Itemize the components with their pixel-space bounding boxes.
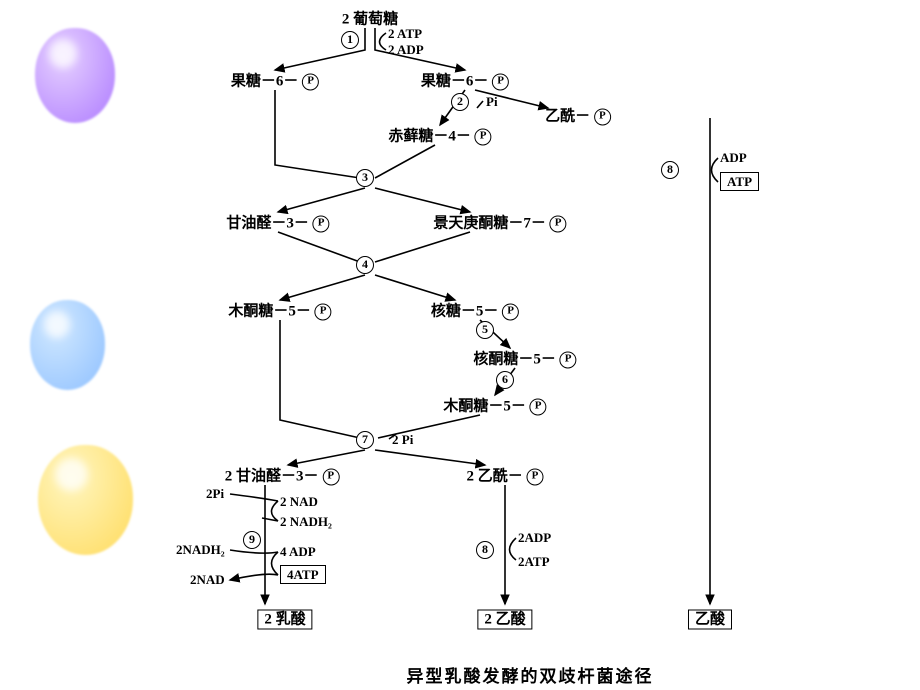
node-ga3p_left: 甘油醛－3－ P (226, 211, 329, 232)
step-4: 4 (356, 256, 374, 274)
node-xylulose_r: 木酮糖－5－ P (443, 394, 546, 415)
node-lactate_box: 2 乳酸 (257, 608, 312, 629)
step-6: 6 (496, 371, 514, 389)
label-nadh2: 2 NADH₂ (280, 514, 332, 530)
node-ribulose: 核酮糖－5－ P (473, 347, 576, 368)
label-nad2b: 2NAD (190, 572, 225, 588)
label-atp2_in: 2 ATP (388, 26, 422, 42)
label-atp4: 4ATP (280, 567, 326, 583)
label-atp2b: 2ATP (518, 554, 550, 570)
decorative-balloon (30, 300, 105, 390)
node-ga3p_bot: 2 甘油醛－3－ P (225, 464, 340, 485)
node-xylulose_l: 木酮糖－5－ P (228, 299, 331, 320)
step-7: 7 (356, 431, 374, 449)
label-pi2b: 2Pi (206, 486, 224, 502)
label-adp4: 4 ADP (280, 544, 316, 560)
step-5: 5 (476, 321, 494, 339)
step-8: 8 (661, 161, 679, 179)
diagram-caption: 异型乳酸发酵的双歧杆菌途径 (407, 662, 654, 687)
label-pi_top: Pi (486, 94, 498, 110)
node-acetate_box: 乙酸 (688, 608, 732, 629)
node-acetate2_box: 2 乙酸 (477, 608, 532, 629)
node-erythrose: 赤藓糖－4－ P (388, 124, 491, 145)
node-f6p_left: 果糖－6－ P (231, 69, 319, 90)
step-8: 8 (476, 541, 494, 559)
step-3: 3 (356, 169, 374, 187)
decorative-balloon (35, 28, 115, 123)
pathway-diagram: 2 葡萄糖果糖－6－ P果糖－6－ P赤藓糖－4－ P乙酰－ P甘油醛－3－ P… (170, 0, 890, 690)
label-adp2b: 2ADP (518, 530, 551, 546)
label-adp2_out: 2 ADP (388, 42, 424, 58)
step-2: 2 (451, 93, 469, 111)
label-adp_r: ADP (720, 150, 747, 166)
label-atp_r: ATP (720, 174, 759, 190)
node-ribose: 核糖－5－ P (431, 299, 519, 320)
arrows-layer (170, 0, 890, 690)
node-sedoheptulose: 景天庚酮糖－7－ P (433, 211, 566, 232)
step-9: 9 (243, 531, 261, 549)
node-f6p_right: 果糖－6－ P (421, 69, 509, 90)
label-pi2: 2 Pi (392, 432, 413, 448)
decorative-balloon (38, 445, 133, 555)
node-acetyl_p_bot: 2 乙酰－ P (466, 464, 543, 485)
step-1: 1 (341, 31, 359, 49)
label-nad2: 2 NAD (280, 494, 318, 510)
label-nadh2b: 2NADH₂ (176, 542, 225, 558)
node-acetyl_p_top: 乙酰－ P (545, 104, 611, 125)
